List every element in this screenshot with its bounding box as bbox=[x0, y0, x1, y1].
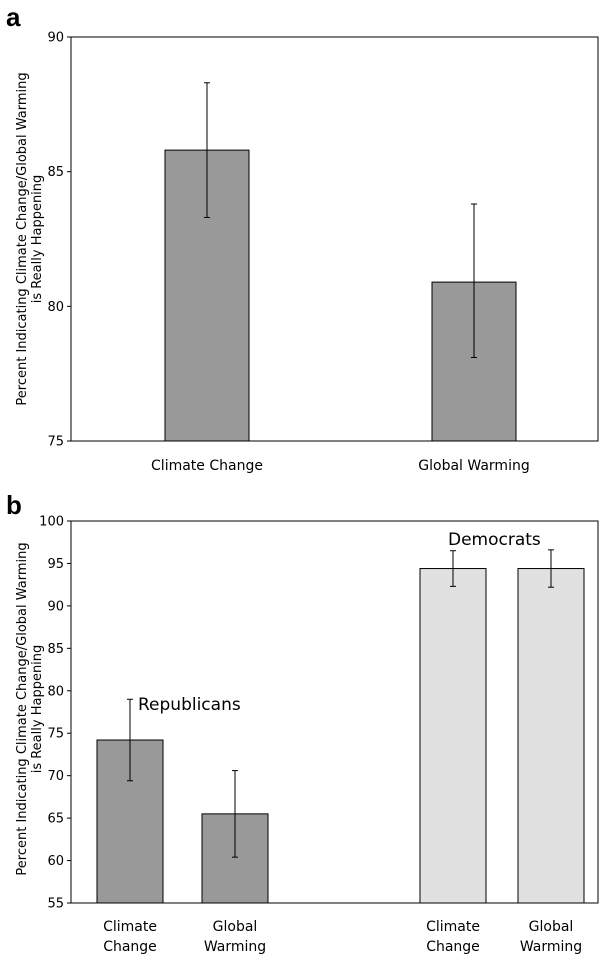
y-axis-label-line: is Really Happening bbox=[30, 175, 45, 304]
category-label: Change bbox=[426, 939, 480, 955]
y-axis-label-line: Percent Indicating Climate Change/Global… bbox=[15, 542, 30, 875]
y-tick-label: 95 bbox=[47, 557, 64, 572]
y-tick-label: 85 bbox=[47, 165, 64, 180]
y-tick-label: 90 bbox=[47, 599, 64, 614]
y-tick-label: 75 bbox=[47, 727, 64, 742]
category-label: Global bbox=[213, 919, 258, 935]
bar bbox=[419, 568, 487, 904]
y-tick-label: 70 bbox=[47, 769, 64, 784]
category-label: Global Warming bbox=[418, 458, 529, 474]
category-label: Warming bbox=[204, 939, 266, 955]
plot-frame bbox=[70, 520, 599, 904]
bar bbox=[517, 568, 585, 904]
group-annotation: Republicans bbox=[138, 695, 241, 715]
y-tick-label: 85 bbox=[47, 642, 64, 657]
y-tick-label: 65 bbox=[47, 812, 64, 827]
panel-label: b bbox=[6, 490, 22, 520]
y-tick-label: 55 bbox=[47, 897, 64, 912]
y-tick-label: 80 bbox=[47, 300, 64, 315]
category-label: Change bbox=[103, 939, 157, 955]
panel-label: a bbox=[6, 2, 21, 32]
category-label: Global bbox=[529, 919, 574, 935]
y-axis-label: Percent Indicating Climate Change/Global… bbox=[15, 542, 45, 875]
y-axis-label-line: is Really Happening bbox=[30, 645, 45, 774]
category-label: Climate bbox=[426, 919, 480, 935]
plot-frame bbox=[70, 36, 599, 442]
group-annotation: Democrats bbox=[448, 530, 541, 550]
y-axis-label: Percent Indicating Climate Change/Global… bbox=[15, 72, 45, 405]
panel-b-chart: b 55 60 65 70 75 80 85 90 95 100 Percent Indicating… bbox=[6, 490, 599, 955]
category-label: Climate bbox=[103, 919, 157, 935]
bar bbox=[201, 813, 269, 904]
category-label: Warming bbox=[520, 939, 582, 955]
y-tick-label: 75 bbox=[47, 435, 64, 450]
category-label: Climate Change bbox=[151, 458, 263, 474]
panel-a-chart: a 75 80 85 90 Percent Indicating Climate Chan… bbox=[6, 2, 599, 474]
y-tick-label: 60 bbox=[47, 854, 64, 869]
y-axis-label-line: Percent Indicating Climate Change/Global… bbox=[15, 72, 30, 405]
y-tick-label: 100 bbox=[39, 515, 64, 530]
y-tick-label: 80 bbox=[47, 684, 64, 699]
y-tick-label: 90 bbox=[47, 31, 64, 46]
